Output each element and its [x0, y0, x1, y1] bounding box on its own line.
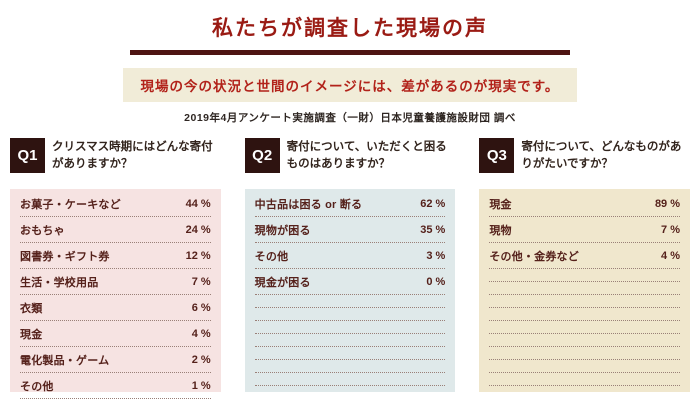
- item-value: 1 %: [191, 380, 211, 392]
- item-value: 44 %: [185, 198, 211, 210]
- item-label: 生活・学校用品: [20, 277, 99, 289]
- dotted-filler-line: [489, 308, 681, 321]
- page-title: 私たちが調査した現場の声: [212, 17, 488, 40]
- survey-row: お菓子・ケーキなど 44 %: [20, 191, 211, 217]
- item-value: 0 %: [426, 276, 446, 288]
- answer-panel: 現金 89 % 現物 7 % その他・金券など 4 %: [479, 189, 691, 392]
- survey-row: 現物が困る 35 %: [254, 217, 446, 243]
- item-label: 現金が困る: [254, 277, 311, 289]
- dotted-filler-line: [489, 321, 681, 334]
- item-label: その他・金券など: [489, 251, 579, 263]
- answer-panel: お菓子・ケーキなど 44 % おもちゃ 24 % 図書券・ギフト券 12 % 生活・学校用品…: [10, 189, 221, 399]
- survey-row: 生活・学校用品 7 %: [20, 269, 211, 295]
- survey-row: その他・金券など 4 %: [489, 243, 681, 269]
- question-text: 寄付について、いただくと困るものはありますか？: [286, 141, 447, 171]
- question-section-q2: Q2 寄付について、いただくと困るものはありますか？ 中古品は困る or 断る 6…: [244, 138, 456, 392]
- survey-row: その他 1 %: [20, 373, 211, 399]
- item-label: 現物: [489, 225, 512, 237]
- dotted-filler-line: [489, 347, 681, 360]
- item-value: 4 %: [661, 250, 681, 262]
- subtitle-banner: 現場の今の状況と世間のイメージには、差があるのが現実です。: [122, 68, 578, 102]
- dotted-filler-line: [489, 334, 681, 347]
- item-label: お菓子・ケーキなど: [20, 199, 121, 211]
- question-header: Q1 クリスマス時期にはどんな寄付がありますか？: [10, 138, 221, 180]
- survey-row: 現金が困る 0 %: [254, 269, 446, 295]
- survey-row: 衣類 6 %: [20, 295, 211, 321]
- answer-panel: 中古品は困る or 断る 62 % 現物が困る 35 % その他 3 % 現金が困る 0 %: [244, 189, 456, 392]
- question-section-q3: Q3 寄付について、どんなものがありがたいですか？ 現金 89 % 現物 7 % その他…: [479, 138, 691, 392]
- page-header: 私たちが調査した現場の声 現場の今の状況と世間のイメージには、差があるのが現実で…: [0, 12, 700, 125]
- dotted-filler-line: [254, 360, 446, 373]
- question-badge: Q2: [244, 138, 280, 173]
- item-label: 中古品は困る or 断る: [254, 199, 363, 211]
- survey-columns: Q1 クリスマス時期にはどんな寄付がありますか？ お菓子・ケーキなど 44 % おも…: [0, 125, 700, 399]
- dotted-filler-line: [489, 282, 681, 295]
- item-value: 35 %: [420, 224, 446, 236]
- dotted-filler-line: [254, 308, 446, 321]
- question-header: Q3 寄付について、どんなものがありがたいですか？: [479, 138, 690, 180]
- survey-row: おもちゃ 24 %: [20, 217, 211, 243]
- item-value: 4 %: [191, 328, 211, 340]
- item-label: 図書券・ギフト券: [20, 251, 110, 263]
- item-value: 24 %: [185, 224, 211, 236]
- item-label: 現金: [489, 199, 512, 211]
- item-label: その他: [20, 381, 54, 393]
- dotted-filler-line: [254, 334, 446, 347]
- dotted-filler-line: [254, 321, 446, 334]
- question-badge: Q1: [10, 138, 45, 173]
- item-value: 89 %: [654, 198, 681, 210]
- item-label: 現金: [20, 329, 43, 341]
- item-label: 電化製品・ゲーム: [20, 355, 110, 367]
- dotted-filler-line: [489, 269, 681, 282]
- item-value: 2 %: [191, 354, 211, 366]
- item-value: 12 %: [185, 250, 211, 262]
- dotted-filler-line: [254, 373, 446, 386]
- dotted-filler-line: [489, 373, 681, 386]
- item-label: おもちゃ: [20, 225, 65, 237]
- survey-row: 現物 7 %: [489, 217, 681, 243]
- item-value: 3 %: [426, 250, 446, 262]
- question-text: 寄付について、どんなものがありがたいですか？: [521, 141, 682, 171]
- question-badge: Q3: [479, 138, 515, 173]
- title-underline: [130, 50, 570, 55]
- item-value: 6 %: [191, 302, 211, 314]
- item-label: その他: [254, 251, 289, 263]
- item-label: 現物が困る: [254, 225, 311, 237]
- dotted-filler-line: [489, 295, 681, 308]
- survey-source-note: 2019年4月アンケート実施調査（一財）日本児童養護施設財団 調べ: [184, 112, 516, 124]
- question-header: Q2 寄付について、いただくと困るものはありますか？: [244, 138, 456, 180]
- survey-row: 電化製品・ゲーム 2 %: [20, 347, 211, 373]
- question-text: クリスマス時期にはどんな寄付がありますか？: [52, 141, 213, 171]
- survey-row: 図書券・ギフト券 12 %: [20, 243, 211, 269]
- item-value: 7 %: [661, 224, 681, 236]
- survey-row: その他 3 %: [254, 243, 446, 269]
- survey-row: 現金 4 %: [20, 321, 211, 347]
- dotted-filler-line: [489, 360, 681, 373]
- survey-row: 中古品は困る or 断る 62 %: [254, 191, 446, 217]
- dotted-filler-line: [254, 347, 446, 360]
- survey-row: 現金 89 %: [489, 191, 681, 217]
- question-section-q1: Q1 クリスマス時期にはどんな寄付がありますか？ お菓子・ケーキなど 44 % おも…: [10, 138, 221, 399]
- item-value: 7 %: [191, 276, 211, 288]
- item-value: 62 %: [420, 198, 446, 210]
- dotted-filler-line: [254, 295, 446, 308]
- item-label: 衣類: [20, 303, 43, 315]
